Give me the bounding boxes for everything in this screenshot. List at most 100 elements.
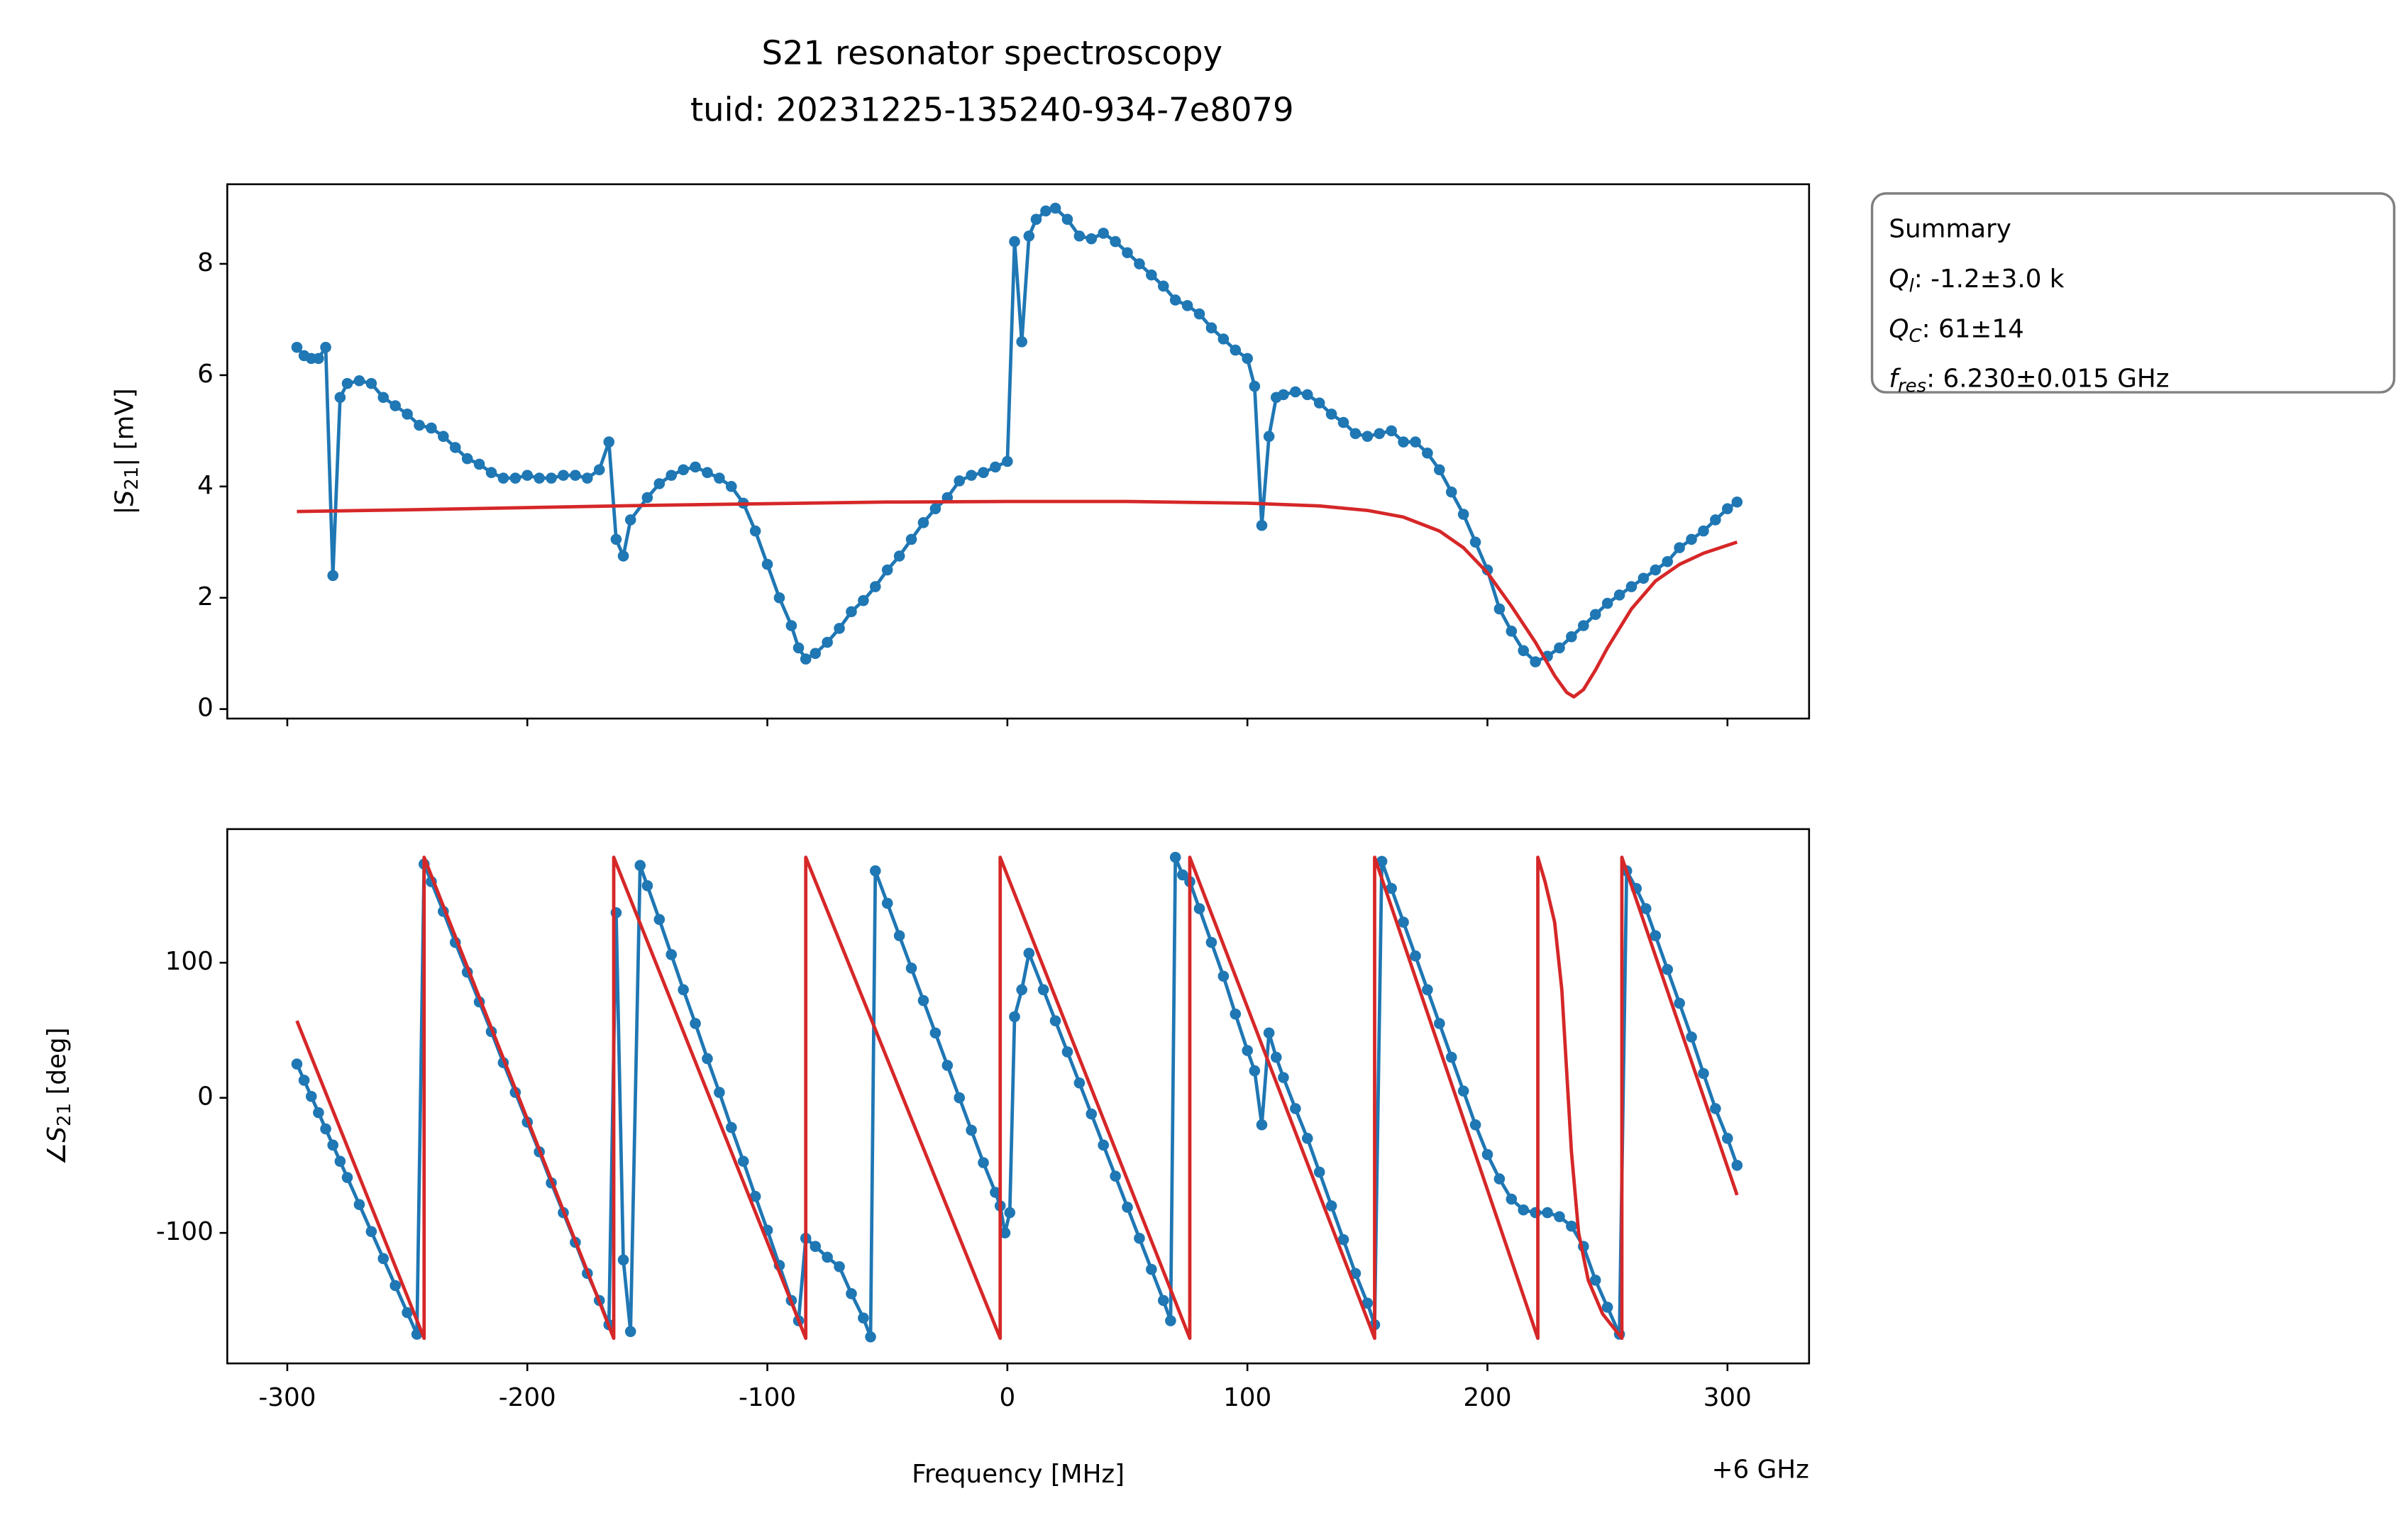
- data-point: [1662, 555, 1674, 567]
- data-point: [737, 1155, 749, 1167]
- data-point: [822, 1251, 833, 1263]
- data-point: [1098, 228, 1109, 239]
- data-point: [1506, 1193, 1518, 1205]
- label-text: ∠: [43, 1143, 72, 1165]
- data-point: [1613, 589, 1625, 601]
- data-point: [1122, 1202, 1133, 1213]
- y-tick-label: 2: [197, 582, 214, 611]
- label-symbol: S: [110, 490, 139, 506]
- data-point: [461, 453, 473, 465]
- data-point: [298, 1075, 310, 1086]
- data-point: [1169, 851, 1181, 863]
- data-point: [1157, 280, 1169, 292]
- data-point: [1722, 503, 1733, 515]
- data-point: [792, 642, 805, 654]
- data-point: [1263, 431, 1275, 442]
- label-symbol: S: [43, 1126, 72, 1143]
- label-text: : 6.230±0.015 GHz: [1926, 365, 2169, 394]
- data-point: [1040, 205, 1051, 217]
- data-point: [726, 1121, 737, 1133]
- data-point: [1193, 308, 1205, 320]
- data-point: [846, 606, 857, 618]
- data-point: [1177, 869, 1188, 881]
- data-point: [1134, 258, 1145, 270]
- data-point: [761, 558, 773, 570]
- data-point: [521, 470, 534, 481]
- data-point: [353, 1199, 365, 1210]
- data-point: [1506, 626, 1518, 637]
- data-point: [1469, 1119, 1481, 1131]
- data-point: [603, 436, 615, 448]
- data-point: [1710, 514, 1721, 526]
- series-line: [295, 206, 1738, 664]
- data-point: [1134, 1232, 1145, 1244]
- data-point: [291, 1058, 303, 1070]
- data-point: [1637, 572, 1650, 584]
- y-axis-label: |S21| [mV]: [110, 388, 142, 514]
- y-tick-label: 4: [197, 471, 214, 500]
- series-line: [295, 855, 1739, 1341]
- summary-line: fres: 6.230±0.015 GHz: [1889, 365, 2169, 397]
- data-point: [1349, 428, 1362, 440]
- data-point: [1686, 1031, 1697, 1043]
- data-point: [1165, 1315, 1176, 1326]
- data-point: [1205, 322, 1217, 333]
- summary-line: Ql: -1.2±3.0 k: [1889, 265, 2064, 296]
- data-point: [1061, 214, 1073, 225]
- data-point: [1410, 950, 1421, 962]
- data-point: [1731, 497, 1743, 508]
- x-axis-label: Frequency [MHz]: [912, 1460, 1125, 1489]
- data-point: [1398, 436, 1409, 448]
- data-point: [1301, 1133, 1313, 1144]
- data-point: [954, 475, 965, 487]
- data-point: [749, 525, 761, 537]
- data-point: [1023, 948, 1035, 959]
- data-point: [1217, 970, 1230, 982]
- data-point: [1313, 397, 1325, 409]
- y-tick-label: -100: [156, 1217, 214, 1246]
- data-point: [1422, 447, 1433, 459]
- data-point: [1169, 294, 1181, 306]
- data-point: [1398, 916, 1409, 928]
- data-point: [546, 472, 557, 484]
- data-point: [1146, 269, 1157, 281]
- data-point: [905, 533, 917, 545]
- data-point: [1601, 597, 1613, 609]
- data-point: [1049, 1015, 1061, 1026]
- label-text: | [mV]: [110, 388, 139, 466]
- data-point: [1270, 1051, 1282, 1063]
- data-point: [1722, 1133, 1733, 1144]
- data-point: [1110, 235, 1121, 248]
- data-point: [1037, 984, 1049, 996]
- data-point: [1469, 536, 1481, 548]
- data-point: [990, 1187, 1001, 1198]
- data-point: [905, 963, 917, 974]
- data-point: [402, 409, 413, 420]
- data-point: [690, 461, 701, 473]
- data-point: [1457, 1085, 1469, 1097]
- data-point: [1009, 1011, 1020, 1023]
- data-point: [1030, 214, 1042, 225]
- x-tick-label: 200: [1463, 1383, 1511, 1412]
- y-tick-label: 0: [197, 1082, 214, 1112]
- label-text: : 61±14: [1922, 314, 2024, 343]
- summary-line: QC: 61±14: [1889, 314, 2023, 346]
- data-point: [1625, 581, 1637, 592]
- data-point: [1242, 1045, 1253, 1056]
- data-point: [617, 1254, 629, 1266]
- x-tick-label: 0: [1000, 1383, 1016, 1412]
- data-point: [678, 464, 689, 476]
- summary-box: [1870, 192, 2396, 394]
- data-point: [1325, 1200, 1337, 1212]
- data-point: [1349, 1268, 1362, 1280]
- data-point: [438, 431, 449, 442]
- data-point: [334, 392, 346, 404]
- data-point: [800, 653, 812, 665]
- data-point: [305, 1090, 317, 1102]
- data-point: [1481, 1148, 1493, 1160]
- data-point: [1086, 233, 1098, 245]
- data-point: [1674, 997, 1685, 1009]
- data-point: [1589, 609, 1601, 621]
- label-subscript: res: [1898, 375, 1926, 397]
